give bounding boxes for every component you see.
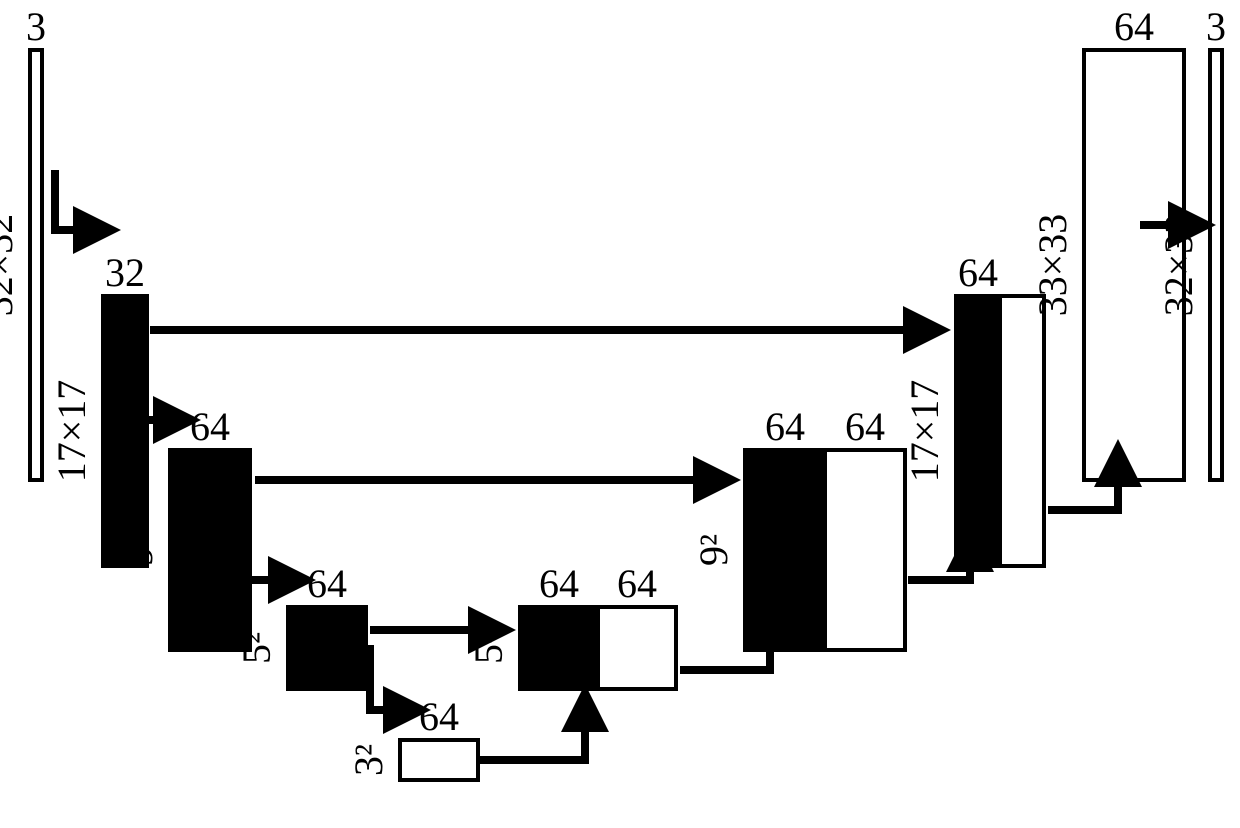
block-output: [1210, 50, 1222, 480]
label-side-dec3_b: 5²: [466, 632, 511, 664]
block-dec2_b: [745, 450, 825, 650]
block-input: [30, 50, 42, 480]
label-side-dec1_b: 17×17: [902, 380, 947, 483]
block-dec3_w: [598, 607, 676, 689]
label-side-enc4: 3²: [346, 744, 391, 776]
label-side-input: 32×32: [0, 214, 21, 317]
block-enc4: [400, 740, 478, 780]
arrow-enc3: [370, 645, 415, 710]
label-top-input: 3: [26, 4, 46, 49]
block-enc1: [103, 296, 147, 566]
arrow-enc4_to_dec3: [480, 700, 585, 760]
label-top-enc1: 32: [105, 250, 145, 295]
label-top-out64: 64: [1114, 4, 1154, 49]
block-dec1_b: [956, 296, 1000, 566]
label-top-dec2_b: 64: [765, 404, 805, 449]
label-top-output: 3: [1206, 4, 1226, 49]
block-dec3_b: [520, 607, 598, 689]
label-top-enc4: 64: [419, 694, 459, 739]
block-dec1_w: [1000, 296, 1044, 566]
label-top-dec3_w: 64: [617, 561, 657, 606]
label-top-dec3_b: 64: [539, 561, 579, 606]
block-dec2_w: [825, 450, 905, 650]
label-side-dec2_b: 9²: [691, 534, 736, 566]
label-side-enc1: 17×17: [49, 380, 94, 483]
label-top-dec1_b: 64: [958, 250, 998, 295]
label-side-out64: 33×33: [1030, 214, 1075, 317]
block-enc3: [288, 607, 366, 689]
label-top-enc3: 64: [307, 561, 347, 606]
label-side-enc3: 5²: [234, 632, 279, 664]
label-top-enc2: 64: [190, 404, 230, 449]
architecture-diagram: 332×323217×17649²645²643²645²64649²64641…: [0, 0, 1240, 828]
label-side-enc2: 9²: [116, 534, 161, 566]
arrow-input_bottom_region: [55, 170, 105, 230]
label-side-output: 32×32: [1156, 214, 1201, 317]
label-top-dec2_w: 64: [845, 404, 885, 449]
